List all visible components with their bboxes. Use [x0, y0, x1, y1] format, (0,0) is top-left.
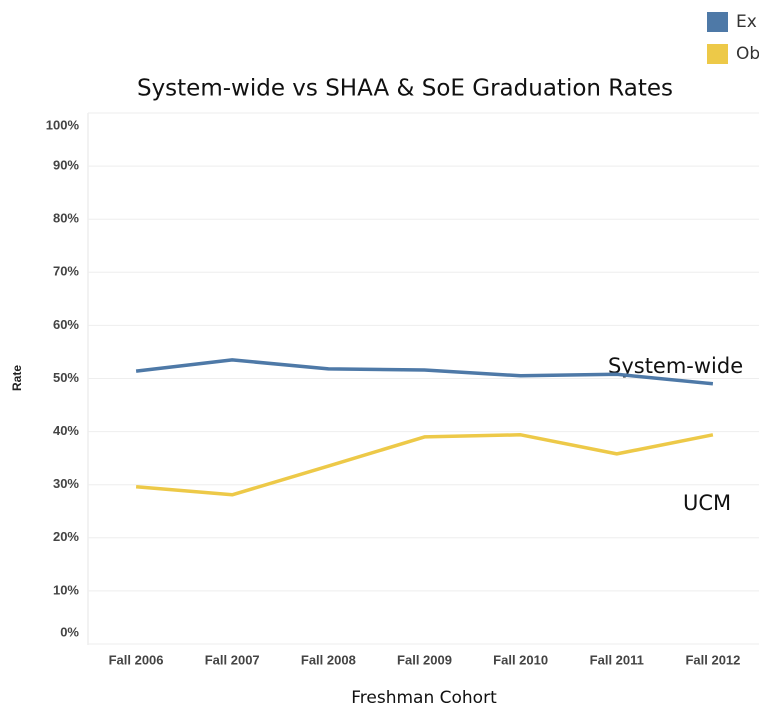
y-tick-label: 100%	[46, 117, 80, 132]
legend-swatch	[707, 44, 728, 64]
y-tick-label: 80%	[53, 211, 79, 226]
y-axis-label: Rate	[10, 365, 24, 391]
x-tick-label: Fall 2010	[493, 652, 548, 667]
legend-label: Ob	[736, 44, 759, 64]
y-tick-label: 40%	[53, 423, 79, 438]
line-series	[135, 358, 714, 386]
y-tick-label: 30%	[53, 476, 79, 491]
x-tick-label: Fall 2009	[397, 652, 452, 667]
y-tick-label: 60%	[53, 317, 79, 332]
x-tick-label: Fall 2006	[109, 652, 164, 667]
y-tick-label: 70%	[53, 264, 79, 279]
legend-swatch	[707, 12, 728, 32]
legend-label: Ex	[736, 12, 757, 32]
chart-title: System-wide vs SHAA & SoE Graduation Rat…	[137, 76, 673, 102]
x-axis-label: Freshman Cohort	[351, 688, 497, 708]
annotation: UCM	[683, 491, 731, 515]
y-tick-label: 50%	[53, 370, 79, 385]
y-tick-label: 0%	[60, 624, 79, 639]
x-tick-label: Fall 2012	[685, 652, 740, 667]
x-tick-label: Fall 2008	[301, 652, 356, 667]
y-tick-label: 20%	[53, 529, 79, 544]
x-tick-label: Fall 2011	[590, 652, 644, 667]
x-tick-label: Fall 2007	[205, 652, 260, 667]
y-tick-label: 10%	[53, 582, 79, 597]
y-tick-label: 90%	[53, 158, 79, 173]
line-series	[135, 433, 714, 497]
